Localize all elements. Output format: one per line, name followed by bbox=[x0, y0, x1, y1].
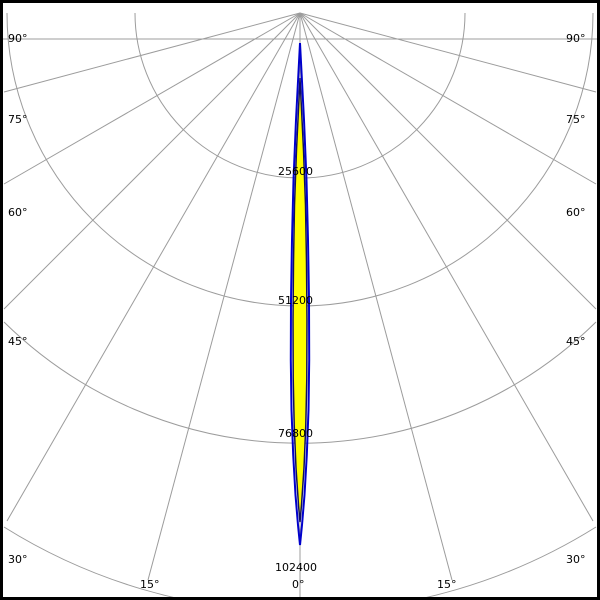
spoke-30deg-right bbox=[299, 12, 594, 522]
angle-label-right-90: 90° bbox=[566, 32, 586, 45]
spoke-75deg-left bbox=[3, 12, 301, 93]
angle-label-left-60: 60° bbox=[8, 206, 28, 219]
beam-fill-yellow bbox=[293, 78, 307, 522]
angle-label-center-0: 0° bbox=[292, 578, 305, 591]
angle-label-right-75: 75° bbox=[566, 113, 586, 126]
radial-tick-label-25600: 25600 bbox=[278, 165, 313, 178]
beam-outline-outer bbox=[289, 42, 311, 546]
radial-tick-label-51200: 51200 bbox=[278, 294, 313, 307]
beam-outline-inner bbox=[292, 77, 308, 523]
angle-label-right-30: 30° bbox=[566, 553, 586, 566]
angle-label-right-60: 60° bbox=[566, 206, 586, 219]
spoke-15deg-left bbox=[147, 12, 301, 581]
angle-label-left-45: 45° bbox=[8, 335, 28, 348]
angle-label-left-30: 30° bbox=[8, 553, 28, 566]
beam-lobe-group bbox=[289, 42, 311, 546]
angle-label-left-75: 75° bbox=[8, 113, 28, 126]
spoke-15deg-right bbox=[299, 12, 453, 581]
radial-tick-label-76800: 76800 bbox=[278, 427, 313, 440]
spoke-60deg-right bbox=[299, 12, 597, 185]
angle-label-left-15: 15° bbox=[140, 578, 160, 591]
radial-arc-102400 bbox=[3, 526, 597, 600]
angle-label-left-90: 90° bbox=[8, 32, 28, 45]
angle-label-right-15: 15° bbox=[437, 578, 457, 591]
radial-tick-label-102400: 102400 bbox=[275, 561, 317, 574]
spoke-30deg-left bbox=[6, 12, 301, 522]
spoke-60deg-left bbox=[3, 12, 301, 185]
spoke-45deg-left bbox=[3, 12, 301, 310]
angle-label-right-45: 45° bbox=[566, 335, 586, 348]
spoke-45deg-right bbox=[299, 12, 597, 310]
spoke-75deg-right bbox=[299, 12, 597, 93]
